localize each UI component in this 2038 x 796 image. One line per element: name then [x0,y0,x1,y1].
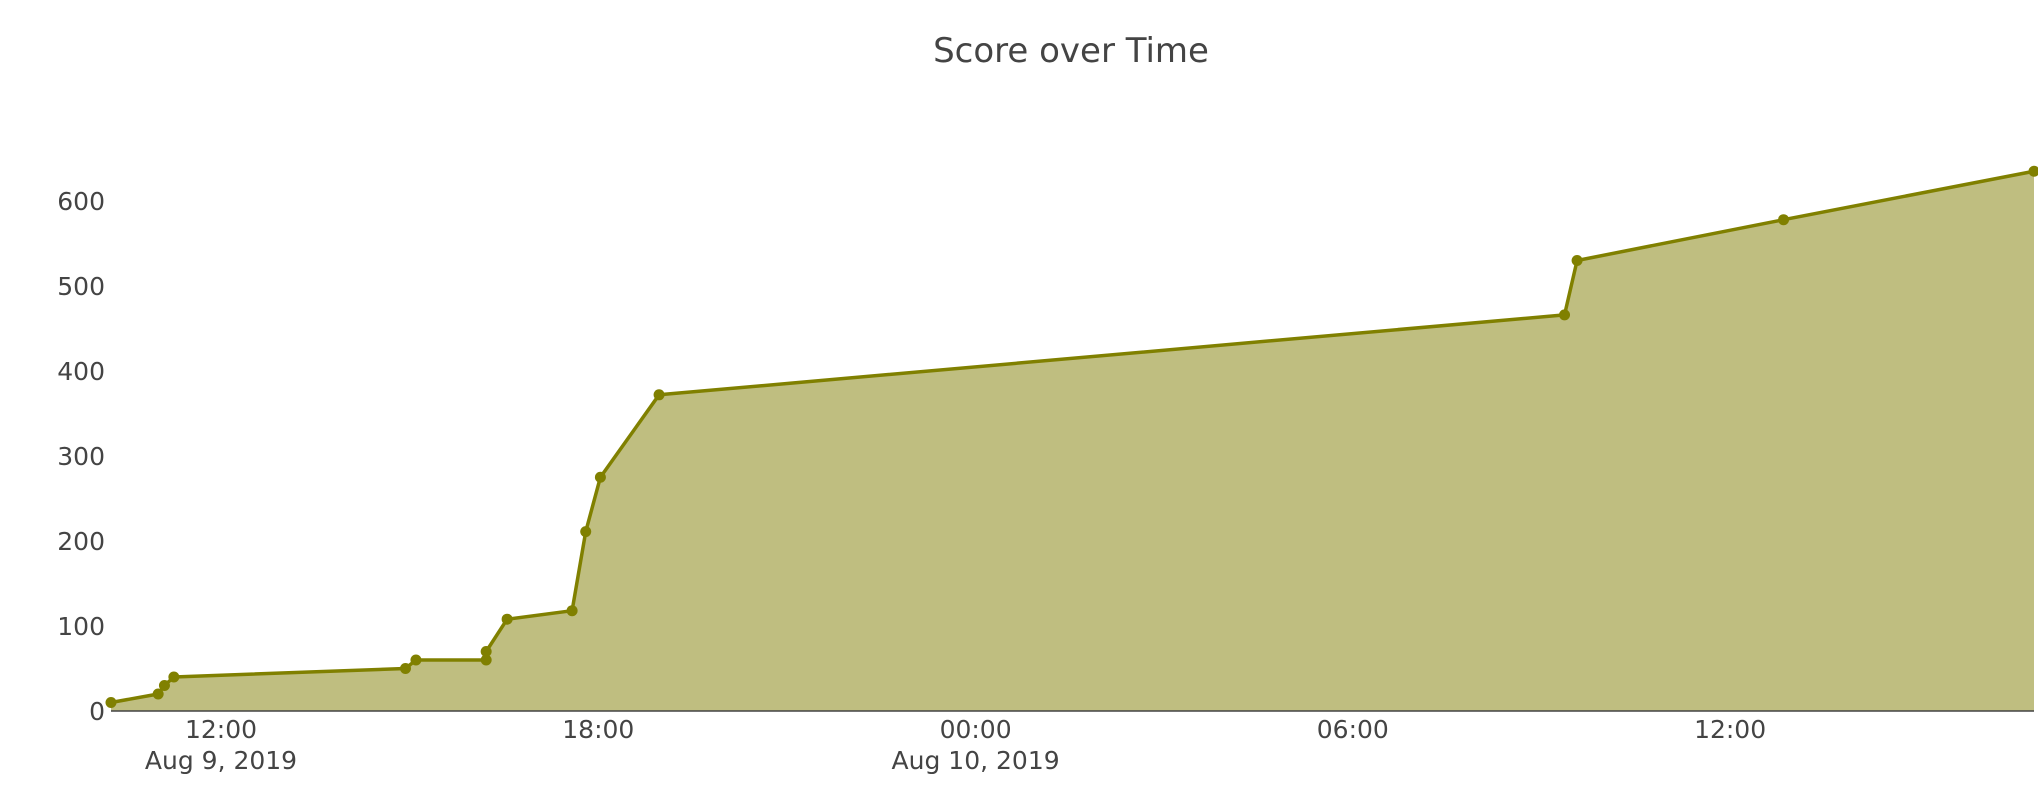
y-tick-label: 300 [57,442,105,471]
data-point-11 [594,471,606,483]
data-point-10 [580,526,592,538]
y-tick-labels: 0 100 200 300 400 500 600 [57,187,105,726]
data-point-3 [168,671,180,683]
x-tick-label: 12:00 [185,715,257,744]
y-tick-label: 400 [57,357,105,386]
x-tick-label: 12:00 [1694,715,1766,744]
data-point-16 [2028,165,2038,177]
y-tick-label: 200 [57,527,105,556]
area-fill-series-0 [111,171,2034,711]
x-tick-date-label: Aug 9, 2019 [145,746,297,775]
data-point-12 [653,389,665,401]
data-point-9 [566,605,578,617]
data-point-5 [410,654,422,666]
y-tick-label: 100 [57,612,105,641]
y-tick-label: 500 [57,272,105,301]
y-tick-label: 600 [57,187,105,216]
data-point-6 [480,654,492,666]
y-tick-label: 0 [89,697,105,726]
x-tick-label: 00:00 [940,715,1012,744]
data-point-7 [480,646,492,657]
data-point-14 [1571,255,1583,266]
data-point-0 [105,697,117,708]
data-point-4 [399,663,411,674]
x-tick-label: 06:00 [1317,715,1389,744]
data-point-15 [1778,214,1790,226]
marker-layer [105,165,2038,708]
data-point-13 [1559,309,1571,321]
data-point-1 [152,688,164,700]
area-layer [109,169,2036,711]
x-tick-date-label: Aug 10, 2019 [892,746,1060,775]
data-point-2 [158,680,170,691]
data-point-8 [501,613,513,625]
x-tick-label: 18:00 [562,715,634,744]
chart-title: Score over Time [933,31,1209,71]
